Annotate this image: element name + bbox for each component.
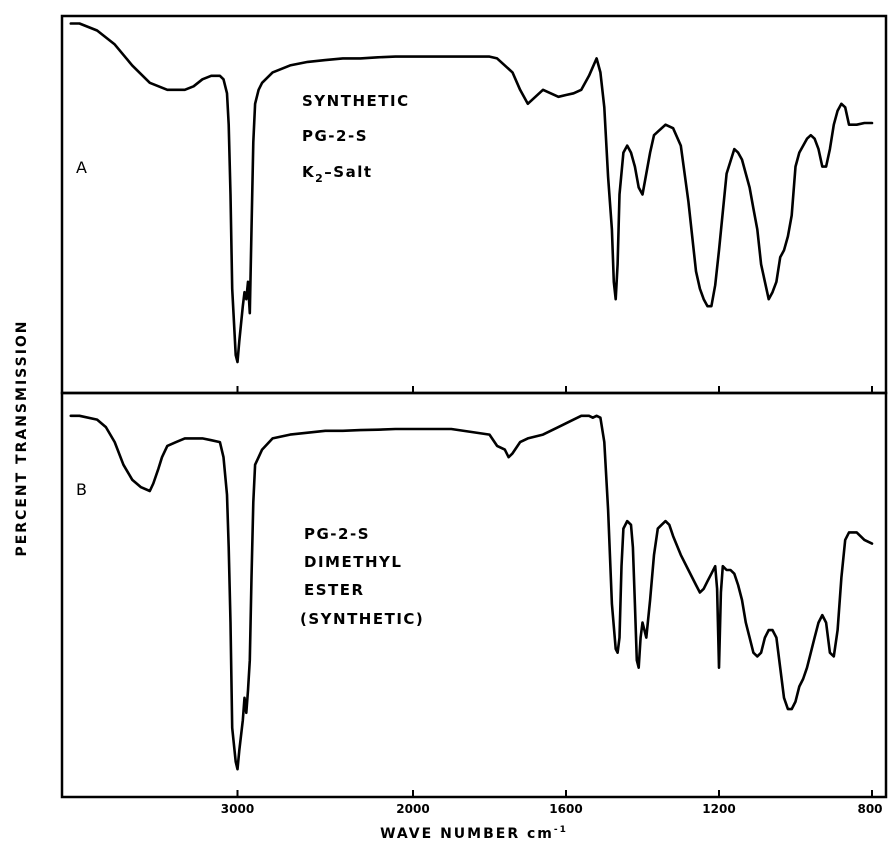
panel-a-annotation-line-1: SYNTHETIC (302, 92, 410, 110)
panel-a-annotation-subscript: 2 (315, 172, 324, 185)
x-axis-title-superscript: -1 (554, 825, 568, 835)
panel-b-annotation-line-1: PG-2-S (304, 525, 370, 543)
panel-a-frame (60, 14, 888, 395)
x-axis-ticks: 3000 2000 1600 1200 800 (221, 386, 883, 816)
panel-b-letter: B (76, 480, 87, 499)
panel-a-annotation-salt: –Salt (324, 163, 372, 181)
x-tick-label: 3000 (221, 802, 254, 816)
panel-a-annotation-k: K (302, 163, 315, 181)
panel-a-letter: A (76, 158, 87, 177)
panel-a-annotation-line-3: K2–Salt (302, 163, 373, 185)
x-tick-label: 800 (857, 802, 882, 816)
x-tick-label: 2000 (396, 802, 429, 816)
x-tick-label: 1200 (702, 802, 735, 816)
spectrum-a-line (69, 22, 874, 364)
panel-b-frame (60, 391, 888, 799)
x-tick-label: 1600 (549, 802, 582, 816)
x-axis-title: WAVE NUMBER cm-1 (380, 825, 568, 842)
panel-a-annotation-line-2: PG-2-S (302, 127, 368, 145)
panel-b-annotation-line-2: DIMETHYL (304, 553, 402, 571)
y-axis-title: PERCENT TRANSMISSION (14, 319, 30, 556)
x-axis-title-text: WAVE NUMBER cm (380, 826, 554, 842)
panel-b-annotation-line-4: (SYNTHETIC) (300, 610, 424, 628)
spectrum-b-line (69, 414, 874, 771)
panel-b-annotation-line-3: ESTER (304, 581, 365, 599)
